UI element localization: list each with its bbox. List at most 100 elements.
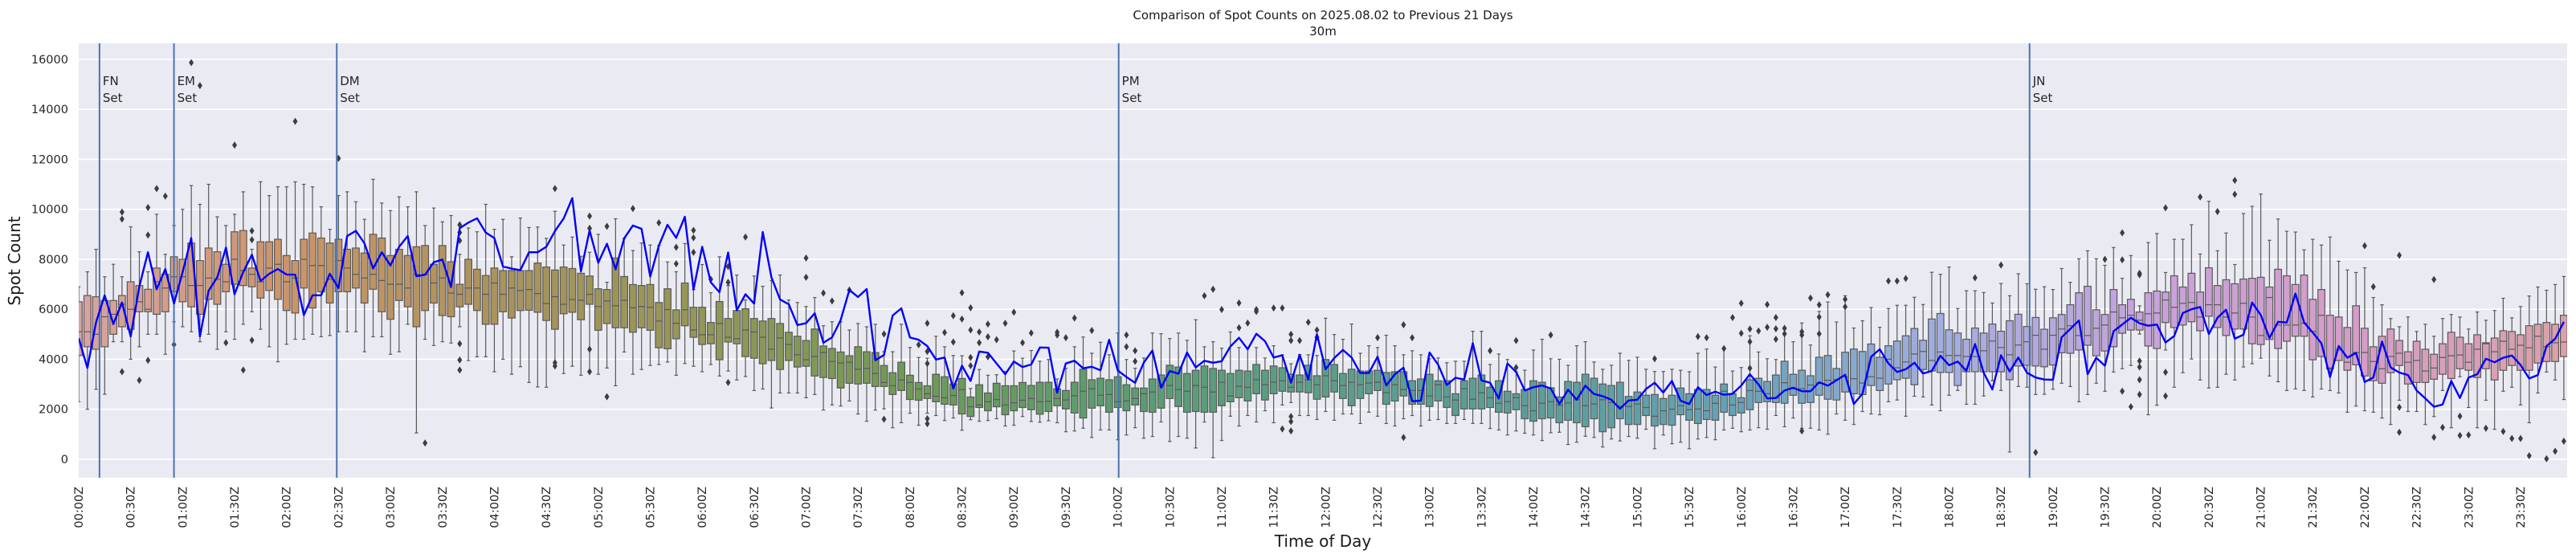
box <box>360 218 369 352</box>
box-body <box>1269 365 1278 395</box>
box <box>1806 344 1815 429</box>
outlier-point <box>1314 326 1320 334</box>
box <box>2490 310 2499 430</box>
box-body <box>308 232 316 309</box>
outlier-point <box>2466 431 2472 439</box>
box-body <box>2126 299 2135 331</box>
box-body <box>2412 340 2421 384</box>
box-body <box>1157 374 1166 409</box>
box <box>2481 320 2490 401</box>
box-body <box>2334 316 2343 361</box>
x-tick-label: 22:00Z <box>2359 487 2372 528</box>
box-body <box>2291 283 2300 337</box>
box-body <box>1564 381 1573 422</box>
x-tick-label: 07:30Z <box>852 487 865 528</box>
outlier-point <box>1843 295 1848 303</box>
box <box>1157 333 1166 423</box>
box-body <box>1953 332 1962 386</box>
box <box>2100 264 2109 392</box>
outlier-point <box>1280 425 1285 433</box>
box-body <box>1970 327 1979 373</box>
box-body <box>1390 371 1399 402</box>
box-body <box>1235 369 1243 398</box>
outlier-point <box>2137 376 2142 384</box>
box <box>1477 330 1486 425</box>
box-body <box>1901 335 1910 379</box>
box-body <box>1131 387 1140 406</box>
box <box>316 206 325 338</box>
box-body <box>1365 370 1374 395</box>
box <box>1408 350 1417 417</box>
set-marker-label: Set <box>103 91 123 105</box>
box <box>204 183 213 335</box>
x-tick-label: 12:00Z <box>1320 487 1333 528</box>
outlier-point <box>1773 324 1778 332</box>
box <box>1850 327 1858 426</box>
box-body <box>2403 351 2412 385</box>
box-body <box>845 355 854 384</box>
box <box>499 218 508 360</box>
box <box>776 274 785 394</box>
box-body <box>1936 312 1945 373</box>
outlier-point <box>950 312 956 320</box>
box-body <box>2118 303 2126 334</box>
box-body <box>2421 348 2430 384</box>
outlier-point <box>1773 313 1778 321</box>
x-axis-ticks: 00:00Z 00:30Z 01:00Z 01:30Z 02:00Z 02:30Z 03:0… <box>73 487 2528 528</box>
outlier-point <box>292 117 298 125</box>
box-body <box>2481 342 2490 369</box>
box <box>1079 336 1088 429</box>
box <box>1936 274 1945 412</box>
box <box>932 336 941 417</box>
box-body <box>83 295 92 348</box>
x-tick-label: 00:00Z <box>73 487 86 528</box>
outlier-point <box>1401 320 1406 328</box>
outlier-point <box>232 141 238 149</box>
box-body <box>2490 337 2499 381</box>
box-body <box>932 373 941 402</box>
box <box>854 323 863 415</box>
box-body <box>1789 373 1798 396</box>
box <box>2265 239 2274 377</box>
box-body <box>472 268 481 312</box>
outlier-point <box>197 82 202 90</box>
box <box>2551 283 2559 381</box>
x-tick-label: 10:00Z <box>1112 487 1125 528</box>
box-body <box>897 361 906 391</box>
outlier-point <box>916 340 921 348</box>
box-body <box>1633 391 1642 426</box>
set-marker-label: DM <box>340 74 360 88</box>
box <box>265 194 274 348</box>
x-tick-label: 02:00Z <box>281 487 294 528</box>
x-tick-label: 13:00Z <box>1424 487 1437 528</box>
box <box>749 275 758 391</box>
box <box>1434 357 1443 421</box>
box-body <box>1191 369 1200 413</box>
outlier-point <box>656 218 662 226</box>
current-day-line <box>79 197 2565 410</box>
box-body <box>1858 351 1867 395</box>
box <box>941 346 949 422</box>
outlier-point <box>1513 336 1519 344</box>
y-tick-label: 16000 <box>31 54 68 67</box>
box-body <box>430 263 438 304</box>
outlier-point <box>968 303 974 312</box>
box-body <box>481 275 490 325</box>
x-tick-label: 03:00Z <box>385 487 398 528</box>
box <box>568 236 577 367</box>
outlier-point <box>1756 327 1762 335</box>
outlier-point <box>1651 355 1657 363</box>
box-body <box>1521 389 1529 420</box>
outlier-point <box>552 362 557 370</box>
box-body <box>672 309 680 340</box>
outlier-point <box>1401 434 1406 442</box>
box <box>2403 316 2412 413</box>
outlier-point <box>457 340 463 348</box>
box-body <box>2006 320 2014 381</box>
box-body <box>1685 393 1693 422</box>
box <box>2040 286 2048 395</box>
box <box>2023 283 2031 388</box>
box <box>2170 238 2178 388</box>
box <box>2247 206 2256 365</box>
box <box>1131 368 1140 429</box>
